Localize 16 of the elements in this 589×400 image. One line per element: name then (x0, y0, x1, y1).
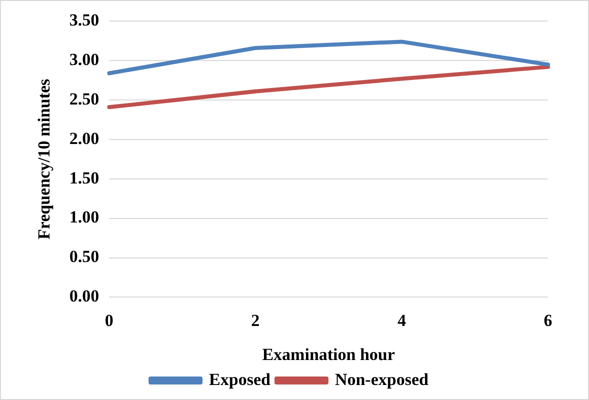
y-tick-label: 0.00 (69, 286, 100, 306)
y-tick-label: 0.50 (69, 247, 100, 266)
x-tick-label: 0 (104, 310, 114, 330)
y-tick-label: 1.00 (69, 208, 100, 227)
y-tick-label: 1.50 (69, 168, 100, 188)
legend-label: Non-exposed (334, 370, 430, 389)
x-tick-label: 2 (251, 310, 260, 330)
x-tick-label: 6 (544, 310, 552, 330)
legend-label: Exposed (209, 370, 271, 389)
y-tick-label: 2.50 (69, 89, 100, 108)
y-tick-label: 3.50 (69, 10, 100, 30)
y-tick-label: 2.00 (69, 128, 100, 148)
y-tick-label: 3.00 (69, 50, 100, 70)
y-axis-title: Frequency/10 minutes (34, 78, 54, 240)
x-axis-title: Examination hour (262, 345, 396, 364)
x-tick-label: 4 (397, 310, 406, 330)
